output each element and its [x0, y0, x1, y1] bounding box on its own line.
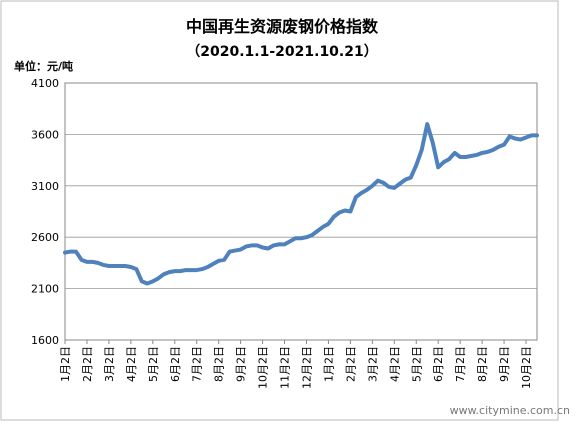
- x-tick-label: 7月2日: [191, 346, 204, 382]
- x-tick-label: 8月2日: [476, 346, 489, 382]
- x-tick-label: 1月2日: [322, 346, 335, 382]
- x-tick-label: 10月2日: [520, 346, 533, 389]
- chart-subtitle: （2020.1.1-2021.10.21）: [186, 44, 377, 60]
- x-tick-label: 2月2日: [81, 346, 94, 382]
- x-tick-label: 8月2日: [213, 346, 226, 382]
- line-series: [63, 122, 539, 286]
- y-tick-label: 4100: [31, 77, 59, 90]
- unit-label: 单位：元/吨: [14, 59, 73, 73]
- x-tick-label: 11月2日: [279, 346, 292, 389]
- y-tick-label: 2100: [31, 283, 59, 296]
- x-tick-label: 3月2日: [103, 346, 116, 382]
- x-tick-label: 6月2日: [169, 346, 182, 382]
- chart-title: 中国再生资源废钢价格指数: [186, 17, 379, 36]
- x-tick-label: 4月2日: [388, 346, 401, 382]
- y-tick-label: 3100: [31, 180, 59, 193]
- chart-border: [0, 0, 559, 421]
- x-tick-label: 12月2日: [300, 346, 313, 389]
- x-tick-label: 2月2日: [344, 346, 357, 382]
- y-tick-label: 3600: [31, 128, 59, 141]
- x-tick-label: 5月2日: [410, 346, 423, 382]
- y-tick-label: 1600: [31, 334, 59, 347]
- x-tick-label: 5月2日: [147, 346, 160, 382]
- x-tick-label: 6月2日: [432, 346, 445, 382]
- x-tick-label: 3月2日: [366, 346, 379, 382]
- watermark: www.citymine.com.cn: [450, 404, 570, 417]
- x-tick-label: 10月2日: [257, 346, 270, 389]
- y-tick-label: 2600: [31, 231, 59, 244]
- x-tick-label: 1月2日: [59, 346, 72, 382]
- x-tick-label: 9月2日: [498, 346, 511, 382]
- x-tick-label: 4月2日: [125, 346, 138, 382]
- x-tick-label: 9月2日: [235, 346, 248, 382]
- x-tick-label: 7月2日: [454, 346, 467, 382]
- plot-border: [64, 82, 538, 341]
